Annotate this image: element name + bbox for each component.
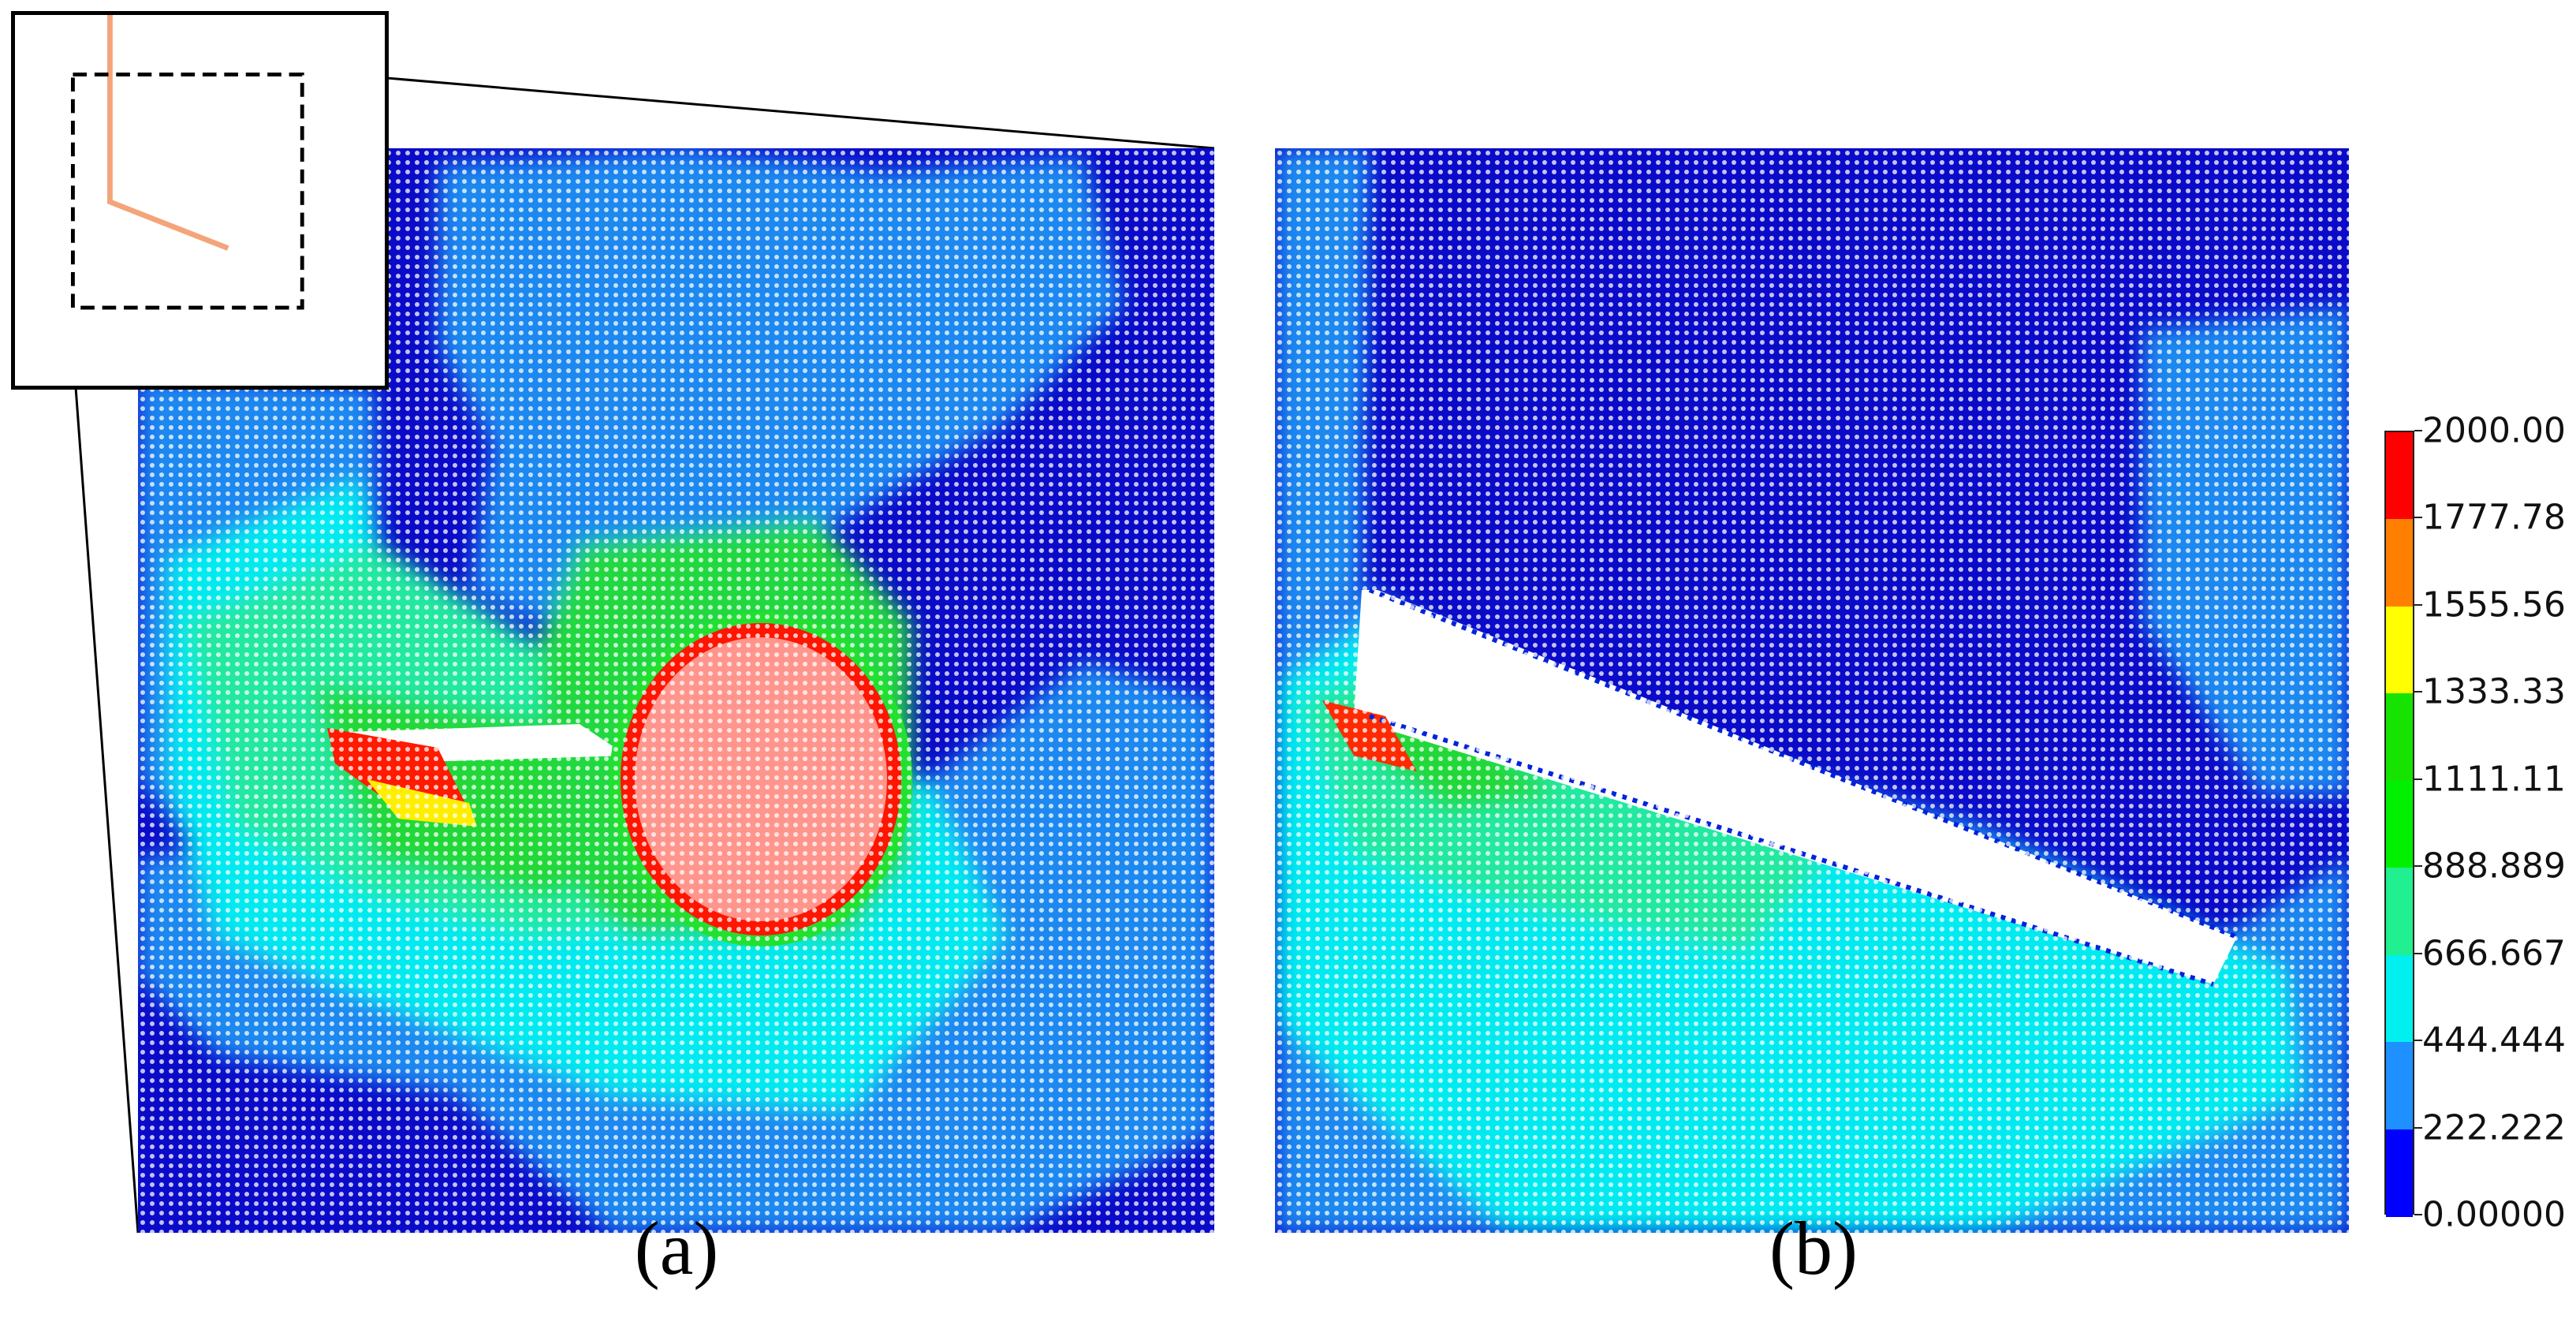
panel-b-particle-grid bbox=[1275, 148, 2349, 1233]
colorbar-segment bbox=[2386, 693, 2413, 782]
zoom-line-top bbox=[303, 69, 1215, 150]
colorbar-tick bbox=[2414, 1214, 2422, 1215]
colorbar-tick bbox=[2414, 778, 2422, 780]
colorbar-segment bbox=[2386, 606, 2413, 695]
colorbar-segment bbox=[2386, 1129, 2413, 1217]
colorbar-segment bbox=[2386, 868, 2413, 956]
caption-b: (b) bbox=[1769, 1206, 1858, 1290]
panel-b-svg bbox=[1275, 148, 2349, 1233]
colorbar-tick bbox=[2414, 1126, 2422, 1129]
inset-crack-path bbox=[107, 15, 229, 251]
colorbar-label: 222.222 bbox=[2422, 1107, 2566, 1148]
panel-b-particle-field bbox=[1275, 148, 2349, 1233]
zoom-line-bottom bbox=[69, 312, 140, 1234]
colorbar-label: 1777.78 bbox=[2422, 497, 2566, 538]
colorbar-segment bbox=[2386, 954, 2413, 1043]
colorbar-tick bbox=[2414, 517, 2422, 519]
colorbar-tick bbox=[2414, 865, 2422, 868]
colorbar-label: 2000.00 bbox=[2422, 410, 2566, 451]
inset-svg bbox=[70, 15, 304, 310]
colorbar-tick bbox=[2414, 691, 2422, 693]
colorbar-label: 1111.11 bbox=[2422, 759, 2566, 800]
colorbar-tick bbox=[2414, 1040, 2422, 1042]
colorbar-label: 1333.33 bbox=[2422, 671, 2566, 712]
colorbar-label: 888.889 bbox=[2422, 846, 2566, 887]
colorbar-label: 444.444 bbox=[2422, 1020, 2566, 1061]
colorbar-segment bbox=[2386, 432, 2413, 521]
inset-overview bbox=[11, 11, 389, 390]
panel-a-particle-field bbox=[138, 148, 1214, 1233]
panel-a-svg bbox=[138, 148, 1214, 1233]
colorbar-label: 1555.56 bbox=[2422, 584, 2566, 625]
colorbar-label: 0.00000 bbox=[2422, 1194, 2566, 1235]
colorbar-tick bbox=[2414, 430, 2422, 431]
caption-a: (a) bbox=[634, 1206, 719, 1290]
colorbar-tick bbox=[2414, 952, 2422, 954]
colorbar-label: 666.667 bbox=[2422, 933, 2566, 974]
colorbar bbox=[2384, 431, 2414, 1217]
colorbar-tick bbox=[2414, 603, 2422, 606]
inset-zoom-box bbox=[70, 72, 304, 310]
colorbar-segment bbox=[2386, 1042, 2413, 1130]
colorbar-segment bbox=[2386, 780, 2413, 869]
colorbar-segment bbox=[2386, 519, 2413, 607]
